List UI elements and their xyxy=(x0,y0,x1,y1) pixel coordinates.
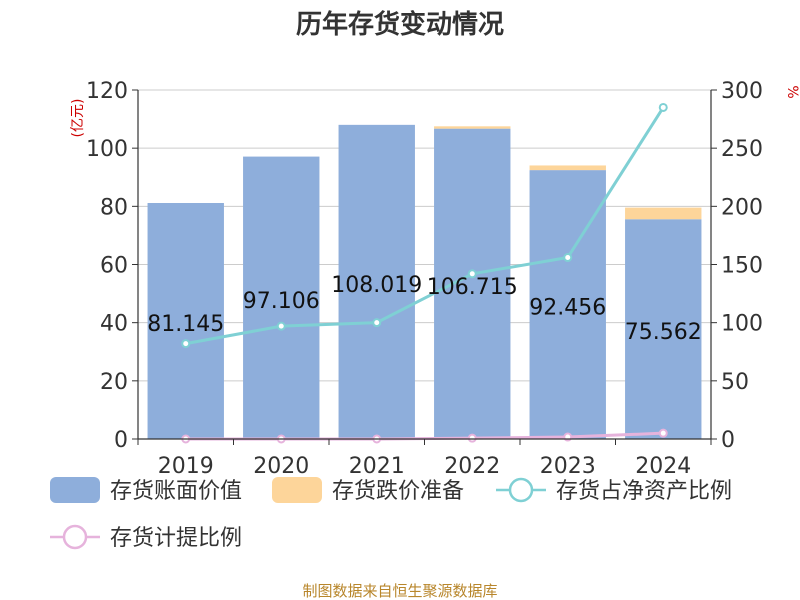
y-tick-label: 100 xyxy=(86,137,128,162)
y-tick-label: 120 xyxy=(86,79,128,104)
legend-label: 存货跌价准备 xyxy=(332,479,464,504)
y2-axis-label: % xyxy=(784,85,800,98)
bar-group xyxy=(147,124,702,440)
y-tick-label: 40 xyxy=(100,312,128,337)
y-tick-label: 0 xyxy=(114,428,128,453)
series-point xyxy=(658,428,668,438)
bar xyxy=(529,165,606,171)
series-line xyxy=(185,106,665,346)
y2-tick-label: 250 xyxy=(721,137,763,162)
legend-swatch xyxy=(272,477,322,503)
bar-value-label: 75.562 xyxy=(625,320,702,345)
bar-value-label: 97.106 xyxy=(243,289,320,314)
x-tick-label: 2021 xyxy=(349,454,405,479)
bar xyxy=(625,207,702,220)
legend-label: 存货占净资产比例 xyxy=(556,479,732,504)
grid-lines xyxy=(138,89,711,440)
bar xyxy=(243,156,320,440)
y2-tick-label: 0 xyxy=(721,428,735,453)
y2-tick-label: 50 xyxy=(721,370,749,395)
x-tick-label: 2022 xyxy=(444,454,500,479)
legend-label: 存货计提比例 xyxy=(110,526,242,551)
series-point xyxy=(372,318,382,328)
bar xyxy=(434,126,511,129)
bar xyxy=(147,203,224,439)
series-point xyxy=(467,269,477,279)
y-tick-label: 80 xyxy=(100,195,128,220)
y-axis-label: (亿元) xyxy=(70,99,86,138)
legend-swatch xyxy=(50,477,100,503)
x-tick-label: 2024 xyxy=(635,454,691,479)
x-tick-label: 2019 xyxy=(158,454,214,479)
series-point xyxy=(563,253,573,263)
y2-tick-label: 100 xyxy=(721,312,763,337)
y2-tick-label: 150 xyxy=(721,254,763,279)
legend-label: 存货账面价值 xyxy=(110,479,242,504)
legend-marker xyxy=(62,524,88,550)
y-tick-label: 60 xyxy=(100,254,128,279)
y2-tick-label: 300 xyxy=(721,79,763,104)
axes: 0 20 40 60 80 100 120 0 50 100 150 200 250 300 2019 202… xyxy=(86,79,763,479)
y-tick-label: 20 xyxy=(100,370,128,395)
series-point xyxy=(467,433,477,443)
source-note: 制图数据来自恒生聚源数据库 xyxy=(302,582,497,600)
bar xyxy=(434,128,511,439)
chart-title: 历年存货变动情况 xyxy=(296,9,504,40)
bar-value-label: 92.456 xyxy=(529,296,606,321)
series-point xyxy=(658,102,668,112)
legend-marker xyxy=(508,477,534,503)
bar-value-label: 81.145 xyxy=(147,312,224,337)
x-tick-label: 2023 xyxy=(540,454,596,479)
bar xyxy=(625,219,702,439)
series-point xyxy=(276,321,286,331)
bar xyxy=(338,124,415,440)
y2-tick-label: 200 xyxy=(721,195,763,220)
bar-value-label: 108.019 xyxy=(331,273,422,298)
x-tick-label: 2020 xyxy=(253,454,309,479)
bar-value-label: 106.715 xyxy=(427,275,518,300)
data-labels: 81.145 97.106 108.019 106.715 92.456 75.562 xyxy=(147,273,701,345)
series-point xyxy=(181,339,191,349)
